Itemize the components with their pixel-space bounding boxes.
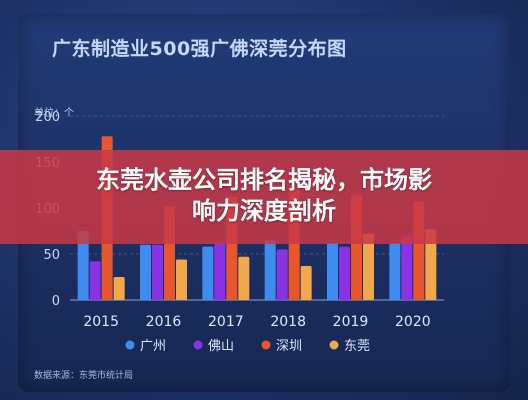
bar-东莞-2018 [300,265,312,300]
y-tick-label: 0 [52,294,60,309]
bar-东莞-2019 [363,233,374,300]
headline-banner [0,150,528,244]
headline-line-1: 东莞水壶公司排名揭秘，市场影 [96,166,432,194]
bar-佛山-2015 [89,261,101,300]
bar-东莞-2015 [113,277,125,300]
x-tick-label: 2018 [270,314,306,330]
bar-广州-2019 [327,242,338,300]
legend-label: 深圳 [276,339,302,354]
bar-广州-2020 [389,242,401,300]
data-source: 数据来源：东莞市统计局 [34,371,134,381]
bar-广州-2015 [77,231,89,300]
legend-label: 佛山 [208,339,234,354]
y-tick-label: 200 [35,110,60,125]
bar-佛山-2018 [276,249,288,300]
legend-marker-深圳 [261,340,271,350]
x-tick-label: 2017 [208,314,244,330]
y-tick-label: 50 [43,248,60,263]
label-layer: 050100150200201520162017201820192020 [35,110,430,330]
headline-line-2: 响力深度剖析 [192,197,336,225]
bar-广州-2016 [140,244,151,300]
bar-佛山-2020 [401,235,413,300]
bar-佛山-2016 [152,244,163,300]
legend-marker-广州 [125,340,135,350]
x-tick-label: 2016 [146,314,182,330]
x-tick-label: 2019 [333,314,369,330]
legend-marker-东莞 [329,340,339,350]
x-tick-label: 2020 [395,314,431,330]
legend-label: 广州 [140,339,166,354]
bar-佛山-2019 [339,246,350,300]
bar-广州-2017 [202,246,214,300]
legend-label: 东莞 [344,339,370,354]
bar-东莞-2017 [238,256,250,300]
unit-label: 单位：个 [34,108,74,119]
headline: 东莞水壶公司排名揭秘，市场影 响力深度剖析 [0,165,528,227]
bar-广州-2018 [264,240,276,300]
chart-title: 广东制造业500强广佛深莞分布图 [52,38,347,60]
bar-佛山-2017 [214,242,226,300]
legend-layer: 广州 佛山 深圳 东莞 [125,339,370,354]
legend-marker-佛山 [193,340,203,350]
x-tick-label: 2015 [83,314,119,330]
bar-东莞-2016 [176,259,187,300]
bar-东莞-2020 [425,229,437,300]
